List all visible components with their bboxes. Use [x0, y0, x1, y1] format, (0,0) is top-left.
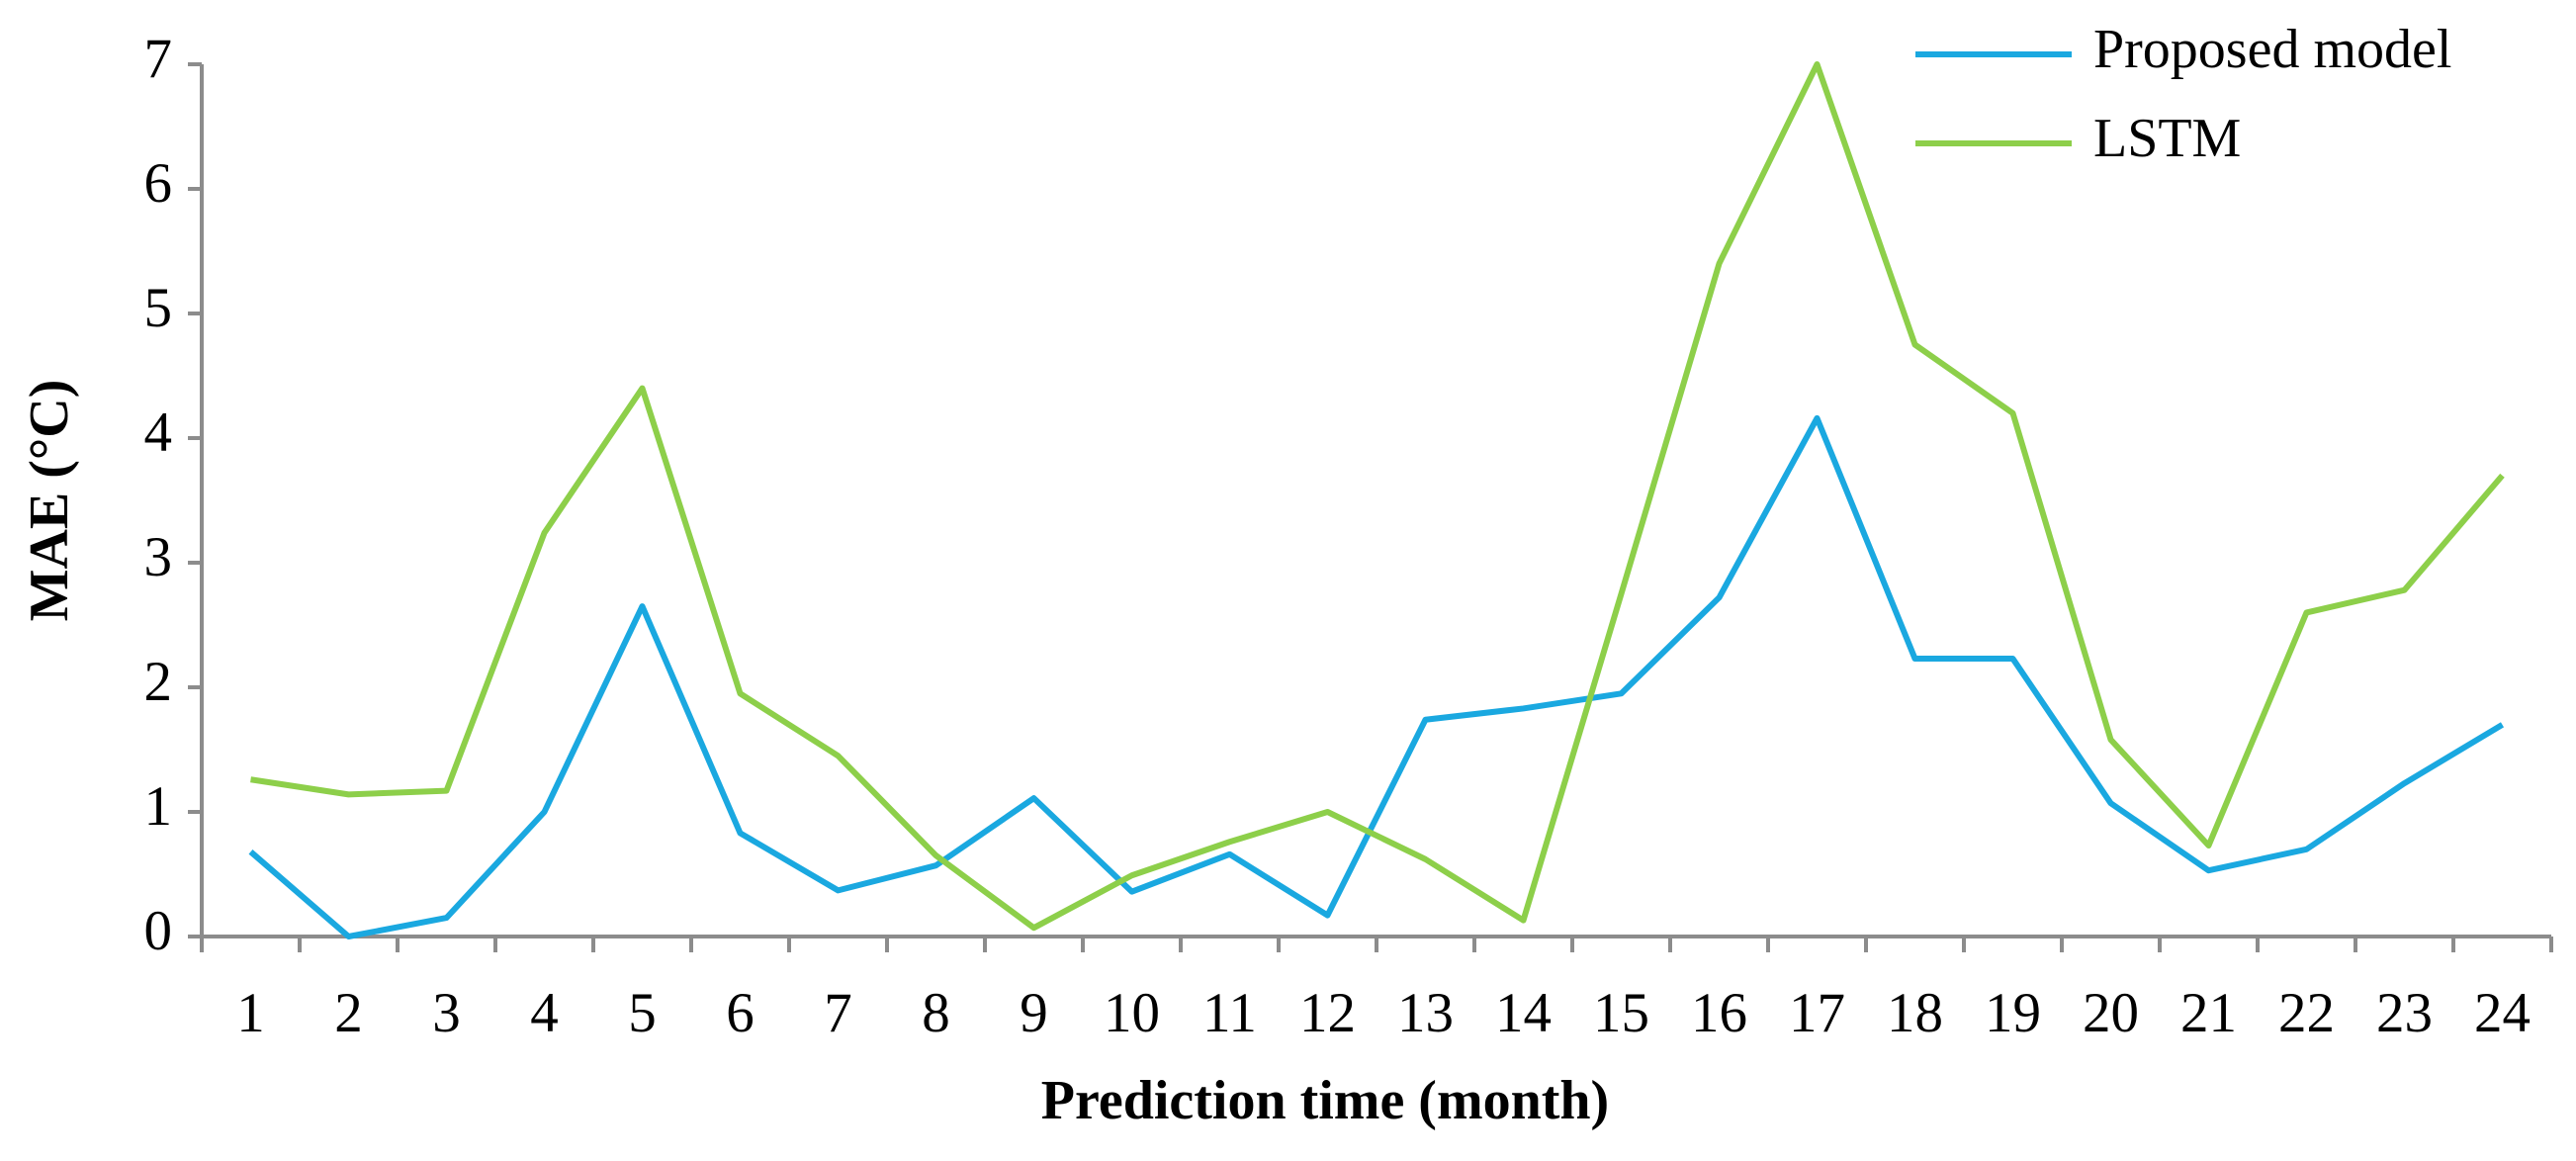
x-tick-label: 8 — [922, 982, 950, 1044]
series-line — [248, 414, 2505, 939]
x-tick-label: 19 — [1985, 982, 2041, 1044]
x-tick-label: 12 — [1299, 982, 1356, 1044]
legend-label: Proposed model — [2093, 19, 2451, 80]
x-tick-label: 24 — [2474, 982, 2531, 1044]
x-axis-title: Prediction time (month) — [1041, 1070, 1609, 1131]
x-tick-label: 14 — [1495, 982, 1552, 1044]
x-tick-label: 5 — [628, 982, 657, 1044]
legend-label: LSTM — [2093, 108, 2241, 169]
y-tick-label: 2 — [144, 651, 173, 713]
y-tick-label: 7 — [144, 28, 173, 90]
x-tick-label: 1 — [236, 982, 265, 1044]
x-tick-label: 17 — [1789, 982, 1845, 1044]
x-tick-label: 20 — [2083, 982, 2139, 1044]
x-tick-label: 4 — [530, 982, 559, 1044]
y-tick-label: 6 — [144, 152, 173, 215]
y-tick-label: 1 — [144, 775, 173, 838]
x-tick-label: 7 — [824, 982, 852, 1044]
y-tick-label: 5 — [144, 277, 173, 339]
y-tick-label: 4 — [144, 402, 173, 464]
x-tick-label: 3 — [432, 982, 461, 1044]
x-tick-label: 11 — [1202, 982, 1257, 1044]
x-tick-label: 21 — [2180, 982, 2237, 1044]
x-tick-label: 22 — [2278, 982, 2335, 1044]
x-tick-label: 10 — [1104, 982, 1160, 1044]
y-tick-label: 3 — [144, 526, 173, 588]
x-tick-label: 23 — [2376, 982, 2433, 1044]
x-tick-label: 9 — [1020, 982, 1048, 1044]
y-axis-title: MAE (°C) — [19, 380, 80, 622]
x-tick-label: 15 — [1593, 982, 1649, 1044]
x-tick-label: 13 — [1397, 982, 1454, 1044]
x-tick-label: 2 — [334, 982, 363, 1044]
y-tick-label: 0 — [144, 900, 173, 962]
x-tick-label: 18 — [1887, 982, 1943, 1044]
x-tick-label: 6 — [726, 982, 755, 1044]
series-line — [250, 61, 2505, 932]
x-tick-label: 16 — [1691, 982, 1747, 1044]
